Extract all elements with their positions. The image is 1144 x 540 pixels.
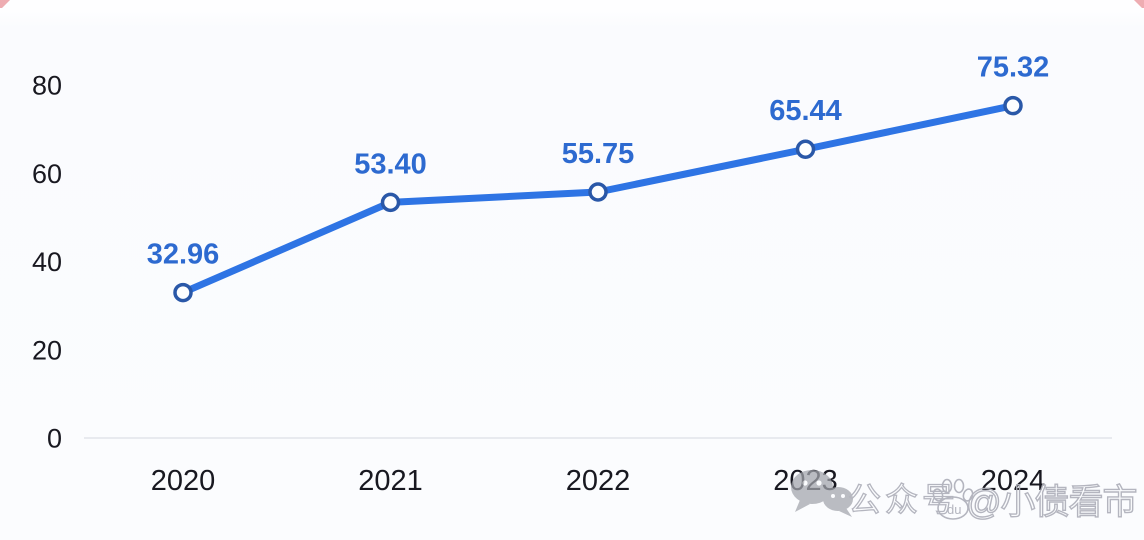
x-tick-label: 2020	[151, 465, 216, 497]
red-corner-artifact-right	[1130, 0, 1144, 8]
watermark-prefix: 公众号	[848, 481, 959, 518]
data-point-label: 65.44	[769, 95, 842, 127]
y-tick-label: 0	[47, 424, 62, 454]
data-point-label: 55.75	[562, 138, 635, 170]
x-tick-label: 2024	[981, 465, 1046, 497]
plot-area: 0204060802020202120222023202432.9653.405…	[32, 52, 1112, 497]
y-tick-label: 60	[32, 159, 62, 189]
data-point-label: 32.96	[147, 239, 220, 271]
baidu-paw-icon	[932, 478, 974, 520]
data-point-marker	[380, 192, 401, 213]
x-tick-label: 2021	[358, 465, 423, 497]
baidu-paw-label: du	[947, 502, 961, 517]
y-tick-label: 20	[32, 335, 62, 365]
y-tick-label: 80	[32, 71, 62, 101]
y-tick-label: 40	[32, 247, 62, 277]
data-point-marker	[588, 182, 608, 202]
watermark-suffix: @小债看市	[966, 483, 1137, 522]
data-point-marker	[173, 282, 193, 303]
data-point-label: 75.32	[977, 52, 1050, 84]
watermark: 公众号 du @小债看市	[791, 470, 1138, 523]
red-corner-artifact-left	[0, 0, 14, 8]
data-point-marker	[1003, 95, 1023, 116]
wechat-icon	[791, 470, 853, 517]
data-point-marker	[795, 139, 816, 159]
data-point-label: 53.40	[354, 148, 427, 180]
x-tick-label: 2022	[566, 465, 631, 497]
